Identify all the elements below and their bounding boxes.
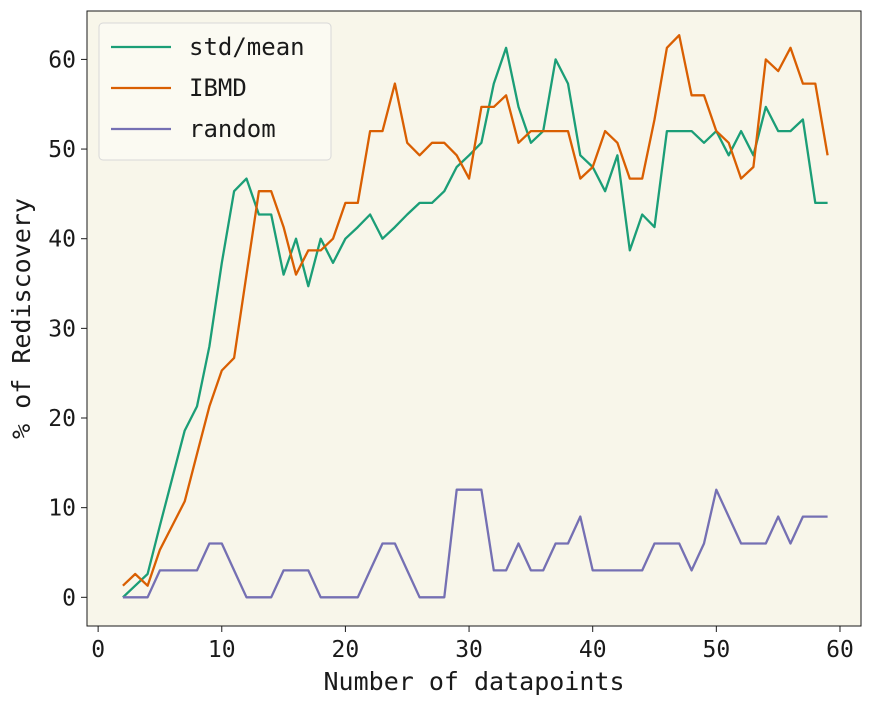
series-line-ibmd — [122, 34, 829, 587]
y-tick-label-20: 20 — [48, 406, 76, 432]
legend-label-ibmd: IBMD — [189, 74, 247, 102]
series-line-random — [122, 488, 828, 599]
series-lines — [122, 34, 829, 599]
y-tick-label-40: 40 — [48, 227, 76, 253]
x-tick-label-10: 10 — [208, 637, 236, 663]
y-axis-label: % of Rediscovery — [7, 198, 36, 439]
legend: std/mean IBMD random — [98, 22, 332, 161]
x-tick-label-60: 60 — [826, 637, 854, 663]
x-tick-label-0: 0 — [91, 637, 105, 663]
y-tick-label-10: 10 — [48, 496, 76, 522]
plot-frame — [86, 10, 862, 627]
y-tick-label-60: 60 — [48, 47, 76, 73]
legend-label-std-mean: std/mean — [189, 33, 305, 61]
x-tick-label-50: 50 — [702, 637, 730, 663]
legend-label-random: random — [189, 115, 276, 143]
y-tick-label-50: 50 — [48, 137, 76, 163]
x-axis-label: Number of datapoints — [323, 667, 624, 696]
x-tick-label-40: 40 — [579, 637, 607, 663]
x-tick-label-20: 20 — [332, 637, 360, 663]
y-tick-label-30: 30 — [48, 316, 76, 342]
axis-ticks: 0 10 20 30 40 50 60 0 10 20 30 40 50 60 — [48, 47, 854, 663]
y-tick-label-0: 0 — [62, 585, 76, 611]
x-tick-label-30: 30 — [455, 637, 483, 663]
legend-box — [98, 22, 332, 161]
